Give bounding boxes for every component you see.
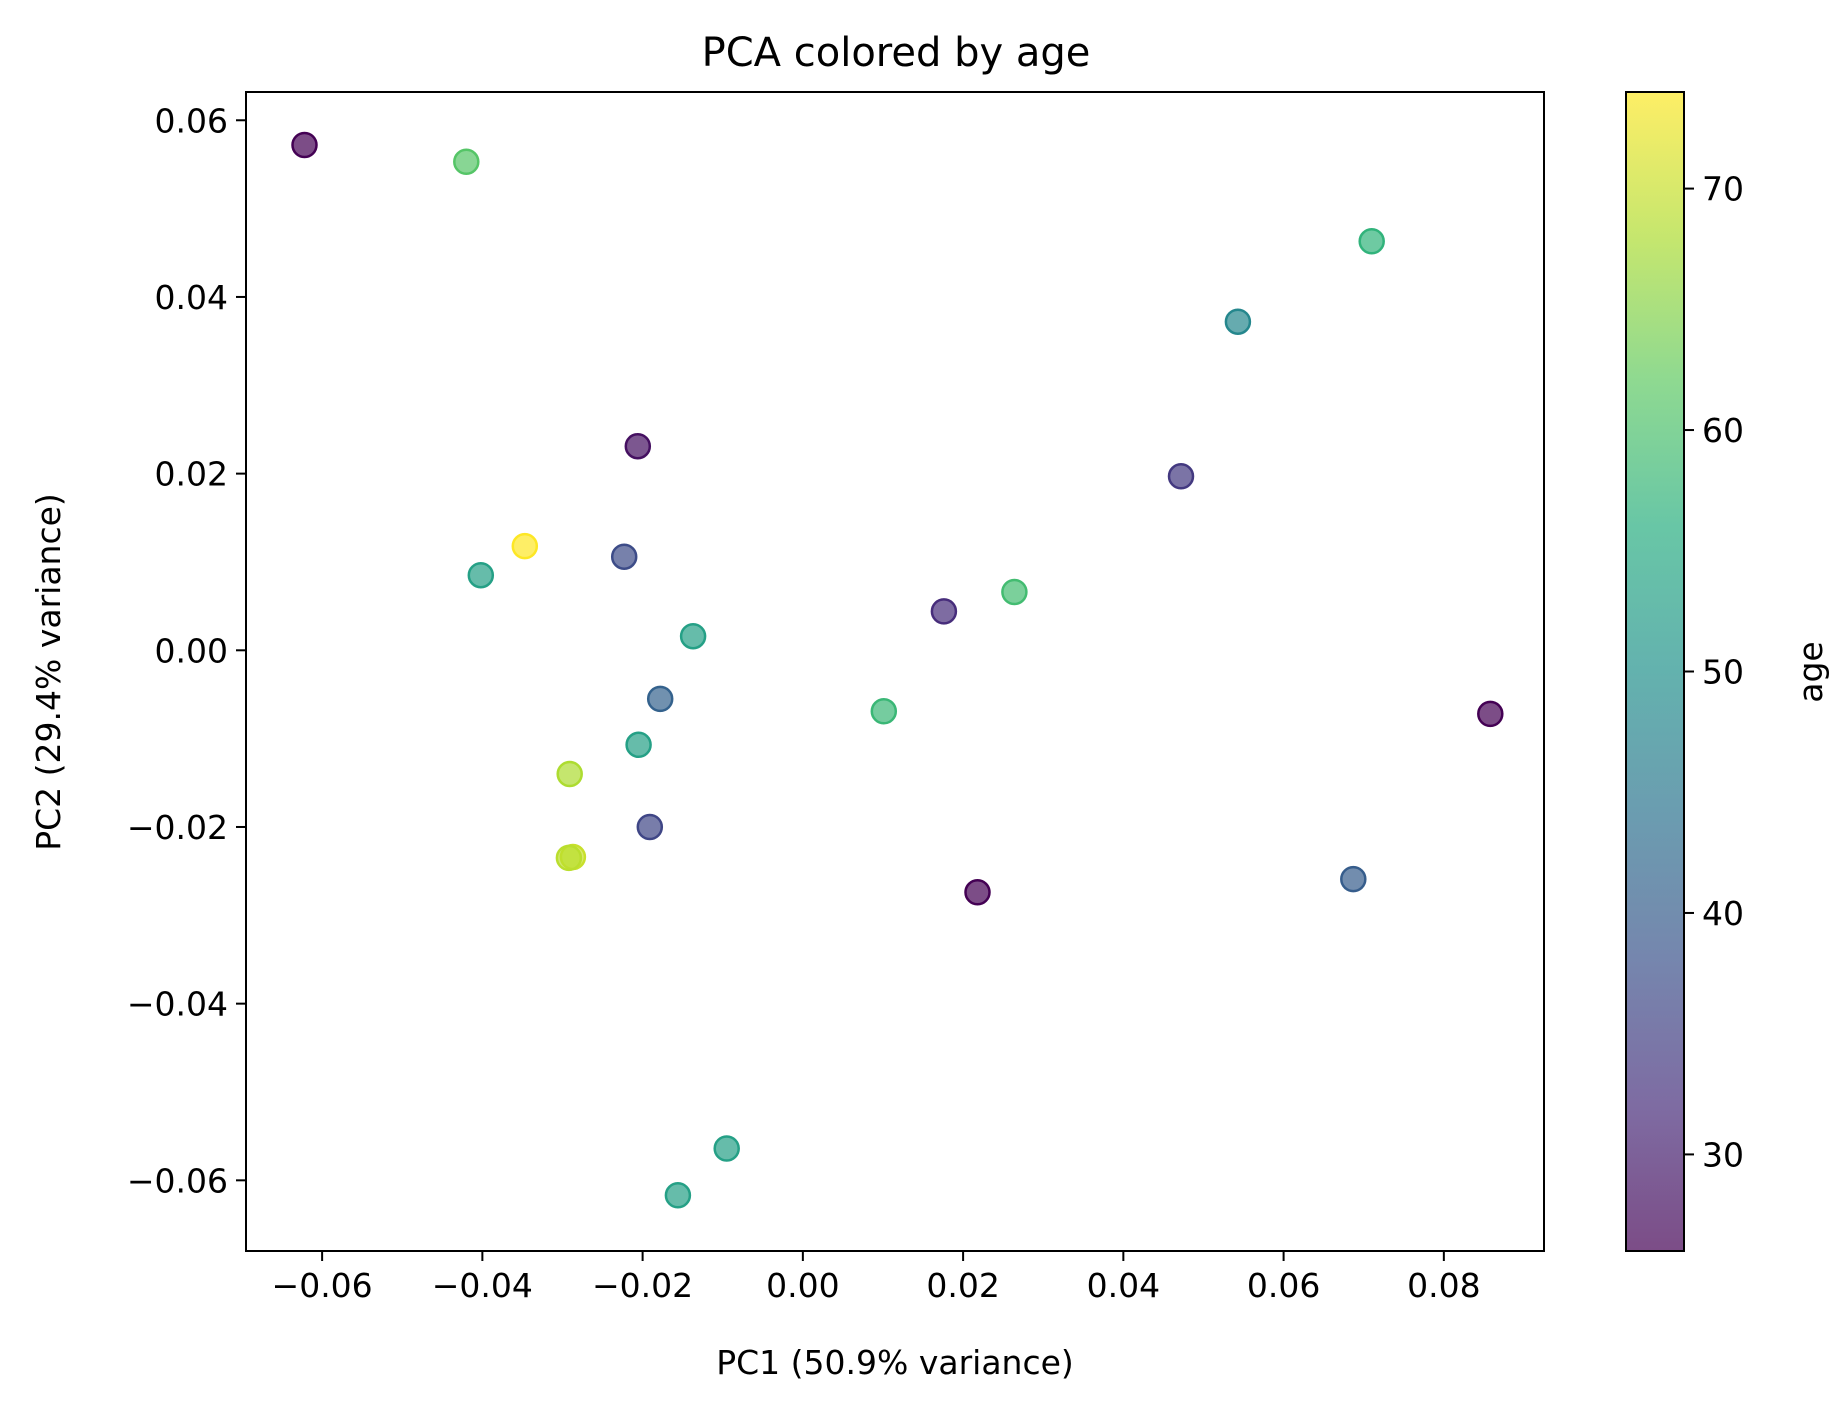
x-tick-label: −0.02	[592, 1266, 693, 1305]
data-point	[646, 685, 674, 713]
x-axis-title: PC1 (50.9% variance)	[716, 1343, 1074, 1382]
x-tick-label: 0.00	[766, 1266, 839, 1305]
y-tick-label: 0.06	[155, 101, 228, 140]
x-tick-label: 0.06	[1247, 1266, 1320, 1305]
y-tick-label: 0.04	[155, 278, 228, 317]
colorbar-tick-label: 50	[1702, 653, 1744, 692]
data-point	[636, 813, 664, 841]
colorbar-tick-label: 40	[1702, 894, 1744, 933]
x-tick-label: −0.04	[432, 1266, 533, 1305]
x-tick-label: −0.06	[272, 1266, 373, 1305]
y-tick-label: −0.06	[127, 1161, 228, 1200]
y-axis-title: PC2 (29.4% variance)	[29, 493, 68, 851]
colorbar-tick-label: 70	[1702, 170, 1744, 209]
data-point	[1358, 228, 1385, 255]
points-layer	[291, 131, 1504, 1209]
data-point	[1477, 700, 1504, 728]
x-tick-label: 0.04	[1087, 1266, 1160, 1305]
data-point	[713, 1135, 740, 1162]
colorbar-tick-label: 30	[1702, 1135, 1744, 1174]
colorbar-title: age	[1791, 641, 1830, 702]
data-point	[664, 1182, 692, 1209]
data-point	[1224, 308, 1252, 335]
x-tick-label: 0.02	[926, 1266, 999, 1305]
plot-frame	[245, 91, 1545, 1252]
data-point	[625, 731, 652, 759]
colorbar-axis: 30 40 50 60 70	[1684, 170, 1744, 1174]
y-tick-label: 0.00	[155, 631, 228, 670]
data-point	[930, 598, 958, 625]
data-point	[555, 844, 583, 872]
data-point	[870, 698, 898, 725]
chart-title: PCA colored by age	[702, 30, 1091, 76]
data-point	[610, 543, 638, 570]
data-point	[964, 879, 991, 906]
colorbar-tick-label: 60	[1702, 411, 1744, 450]
data-point	[1167, 463, 1195, 490]
data-point	[1001, 578, 1028, 606]
data-point	[291, 131, 318, 159]
data-point	[556, 760, 583, 788]
data-point	[624, 432, 652, 460]
data-point	[679, 622, 707, 650]
y-axis: −0.06 −0.04 −0.02 0.00 0.02 0.04 0.06	[127, 101, 246, 1200]
x-tick-label: 0.08	[1407, 1266, 1480, 1305]
data-point	[453, 148, 480, 176]
y-tick-label: −0.04	[127, 985, 228, 1024]
y-tick-label: −0.02	[127, 808, 228, 847]
data-point	[511, 532, 539, 560]
data-point	[467, 561, 495, 589]
data-point	[1340, 865, 1367, 893]
x-axis: −0.06 −0.04 −0.02 0.00 0.02 0.04 0.06 0.08	[272, 1251, 1481, 1305]
colorbar	[1626, 92, 1684, 1251]
y-tick-label: 0.02	[155, 455, 228, 494]
